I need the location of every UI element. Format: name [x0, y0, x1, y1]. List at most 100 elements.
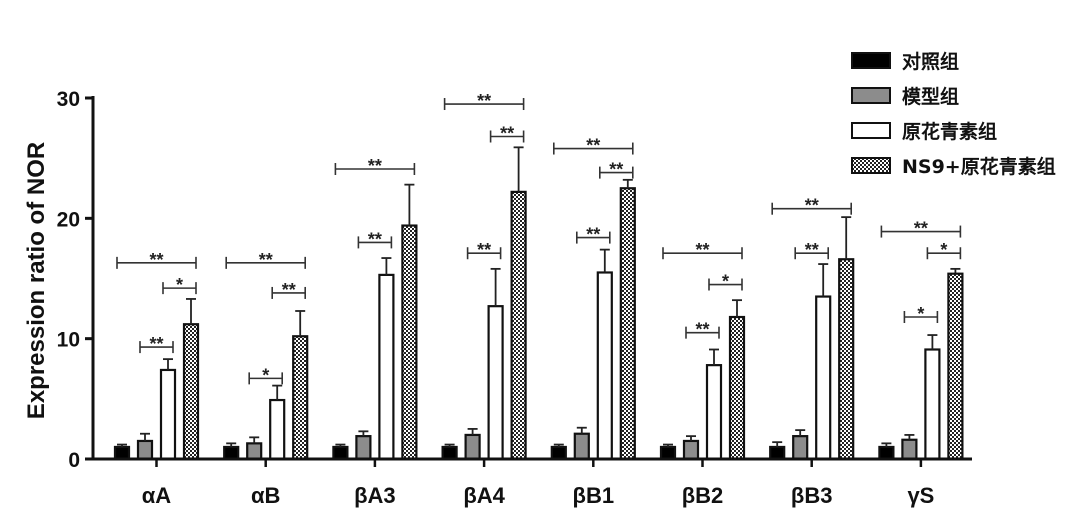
error-bar-αB-series-1 — [249, 436, 260, 444]
error-bar-βA4-series-0 — [444, 443, 455, 447]
significance-label: * — [940, 240, 947, 260]
bar-βA3-series-2 — [378, 273, 395, 461]
bar-αA-series-1 — [136, 439, 154, 461]
significance-bracket-αA: * — [162, 275, 197, 295]
error-bar-βB1-series-1 — [576, 426, 587, 434]
bar-αB-series-0 — [223, 445, 240, 461]
legend-label: NS9+原花青素组 — [902, 155, 1056, 178]
significance-label: ** — [368, 156, 382, 176]
significance-label: * — [176, 275, 183, 295]
significance-label: ** — [695, 320, 709, 340]
bar-αB-series-3 — [292, 335, 309, 461]
bar-γS-series-3 — [947, 272, 964, 461]
y-tick-label: 20 — [57, 208, 80, 231]
significance-label: ** — [609, 160, 623, 180]
error-bar-αA-series-3 — [186, 298, 196, 325]
significance-layer: *************************************** — [116, 91, 962, 385]
significance-label: ** — [149, 250, 163, 270]
significance-bracket-βB3: ** — [771, 196, 853, 216]
significance-bracket-βB2: ** — [662, 240, 743, 260]
error-bar-βA4-series-1 — [467, 428, 478, 435]
error-bar-βB3-series-1 — [795, 429, 806, 437]
bar-βA3-series-0 — [332, 445, 349, 461]
significance-label: ** — [500, 124, 514, 144]
significance-bracket-αB: ** — [225, 250, 307, 270]
significance-label: ** — [586, 225, 600, 245]
significance-bracket-βB2: ** — [685, 320, 720, 340]
bar-γS-series-1 — [901, 438, 918, 461]
bar-βB3-series-1 — [792, 435, 809, 461]
significance-label: * — [262, 365, 269, 385]
significance-bracket-γS: * — [903, 304, 939, 324]
bar-βB2-series-0 — [659, 445, 677, 461]
significance-label: ** — [477, 91, 491, 111]
bars-layer — [113, 187, 964, 461]
error-bar-αB-series-2 — [272, 384, 283, 401]
significance-label: * — [722, 272, 729, 292]
error-bar-αB-series-0 — [226, 442, 237, 447]
bar-βB1-series-3 — [619, 187, 636, 461]
bar-αA-series-3 — [182, 323, 200, 461]
significance-bracket-βB2: * — [708, 272, 743, 292]
significance-bracket-βB1: ** — [598, 160, 634, 180]
error-bar-γS-series-2 — [927, 334, 938, 350]
error-bar-βB1-series-0 — [553, 443, 564, 447]
error-bar-βA4-series-2 — [490, 267, 501, 307]
x-tick-label-βB3: βB3 — [791, 483, 833, 508]
legend-label: 模型组 — [902, 85, 959, 108]
legend-item-0: 对照组 — [851, 50, 959, 73]
significance-bracket-βA4: ** — [443, 91, 525, 111]
bar-βA4-series-3 — [510, 190, 527, 461]
bar-αB-series-1 — [246, 442, 263, 461]
significance-label: ** — [914, 219, 928, 239]
bar-αA-series-0 — [113, 445, 131, 461]
y-tick-label: 0 — [68, 449, 80, 472]
bar-βA4-series-2 — [487, 305, 504, 461]
y-axis-title: Expression ratio of NOR — [23, 142, 50, 419]
error-bar-βB2-series-2 — [709, 348, 719, 366]
y-tick-label: 30 — [57, 88, 80, 111]
error-bar-γS-series-3 — [950, 267, 961, 274]
significance-bracket-βB1: ** — [552, 136, 634, 156]
bar-βB3-series-0 — [769, 445, 786, 461]
error-bar-βB3-series-0 — [772, 441, 783, 447]
significance-label: ** — [805, 240, 819, 260]
x-tick-label-αA: αA — [142, 483, 172, 508]
significance-label: ** — [259, 250, 273, 270]
error-bar-βA4-series-3 — [513, 146, 524, 192]
legend-label: 原花青素组 — [902, 120, 997, 143]
error-bar-γS-series-1 — [904, 434, 915, 440]
error-bar-αA-series-0 — [117, 443, 127, 447]
bar-αB-series-2 — [269, 398, 286, 461]
bar-βB1-series-2 — [596, 271, 613, 461]
x-tick-label-βA4: βA4 — [463, 483, 505, 508]
significance-bracket-βB3: ** — [794, 240, 830, 260]
significance-bracket-αB: * — [248, 365, 284, 385]
significance-bracket-βA3: ** — [357, 229, 393, 249]
legend-label: 对照组 — [902, 50, 959, 73]
significance-bracket-βB1: ** — [575, 225, 611, 245]
x-tick-label-βB2: βB2 — [682, 483, 724, 508]
error-bar-βA3-series-2 — [381, 257, 392, 275]
error-bar-βA3-series-0 — [335, 443, 346, 447]
error-bar-βB2-series-1 — [686, 435, 696, 441]
bar-αA-series-2 — [159, 368, 177, 461]
error-bar-βA3-series-1 — [358, 430, 369, 437]
significance-bracket-γS: ** — [880, 219, 962, 239]
significance-label: ** — [477, 240, 491, 260]
x-tick-label-βA3: βA3 — [354, 483, 396, 508]
bar-βA3-series-3 — [401, 224, 418, 461]
error-bar-βB1-series-2 — [599, 248, 610, 273]
error-bar-βB2-series-3 — [732, 299, 742, 318]
bar-βB2-series-3 — [728, 315, 746, 461]
bar-βB2-series-2 — [705, 364, 723, 461]
bar-γS-series-2 — [924, 348, 941, 461]
bar-βB1-series-0 — [550, 445, 567, 461]
error-bars-layer — [117, 146, 961, 447]
legend-item-3: NS9+原花青素组 — [851, 155, 1056, 178]
error-bar-αA-series-2 — [163, 358, 173, 370]
significance-label: ** — [368, 229, 382, 249]
bar-βA3-series-1 — [355, 435, 372, 461]
